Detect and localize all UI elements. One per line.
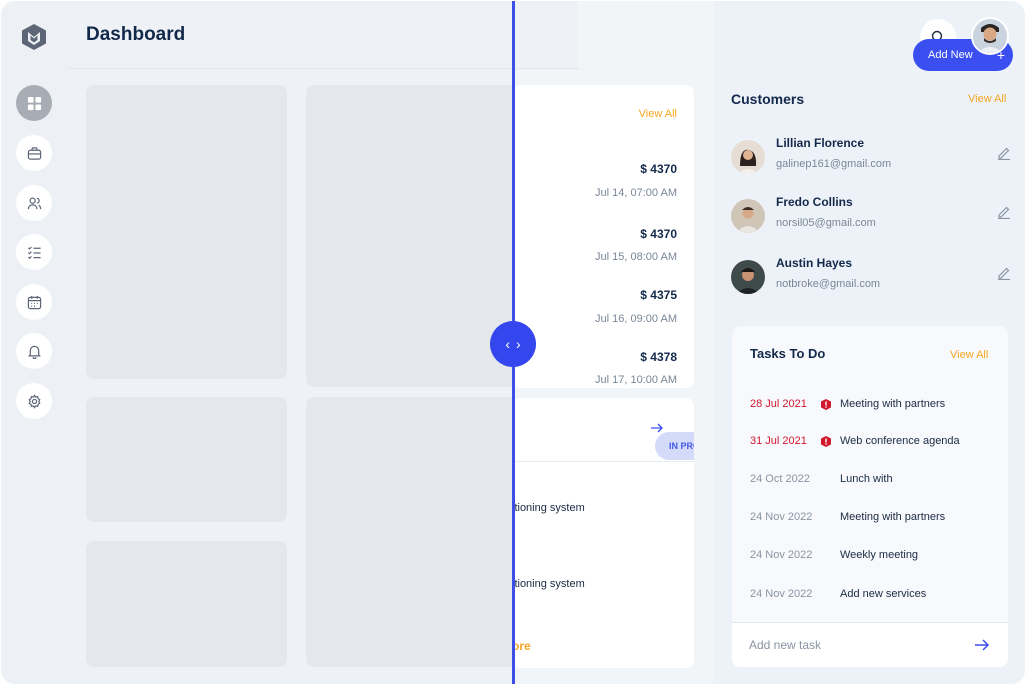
customer-item[interactable]: Lillian Florence galinep161@gmail.com: [731, 136, 1011, 180]
customer-item[interactable]: Austin Hayes notbroke@gmail.com: [731, 256, 1011, 300]
transaction-amount: $ 4378: [640, 350, 677, 364]
task-date: 24 Nov 2022: [750, 511, 813, 523]
transaction-date: Jul 16, 09:00 AM: [595, 313, 677, 325]
customer-name: Lillian Florence: [776, 136, 865, 150]
sidebar: [1, 1, 67, 684]
sidebar-item-users[interactable]: [16, 185, 52, 221]
arrow-right-icon[interactable]: [650, 423, 664, 433]
task-date: 24 Oct 2022: [750, 473, 810, 485]
edit-icon[interactable]: [997, 146, 1011, 160]
transaction-date: Jul 15, 08:00 AM: [595, 251, 677, 263]
edit-icon[interactable]: [997, 266, 1011, 280]
calendar-icon: [27, 295, 41, 309]
chevron-left-icon: ‹: [505, 336, 510, 352]
more-link[interactable]: ore: [512, 639, 531, 653]
project-item: itioning system: [512, 578, 585, 590]
revealed-content: View All $ 4370 Jul 14, 07:00 AM $ 4370 …: [512, 70, 714, 684]
task-item[interactable]: 28 Jul 2021 Meeting with partners: [750, 398, 1000, 416]
customer-avatar: [731, 140, 765, 174]
dashboard-icon: [27, 96, 41, 110]
task-text: Lunch with: [840, 473, 893, 485]
users-icon: [27, 197, 41, 209]
transaction-amount: $ 4370: [640, 162, 677, 176]
skeleton-card: [86, 85, 287, 379]
user-avatar[interactable]: [971, 17, 1009, 55]
task-text: Meeting with partners: [840, 398, 946, 410]
urgent-icon: [821, 399, 831, 410]
logo-icon[interactable]: [21, 23, 47, 51]
customer-item[interactable]: Fredo Collins norsil05@gmail.com: [731, 195, 1011, 239]
customer-avatar: [731, 260, 765, 294]
transactions-card: View All $ 4370 Jul 14, 07:00 AM $ 4370 …: [512, 85, 694, 388]
tasks-card: Tasks To Do View All 28 Jul 2021 Meeting…: [732, 326, 1008, 667]
project-item: itioning system: [512, 502, 585, 514]
compare-handle[interactable]: ‹ ›: [490, 321, 536, 367]
briefcase-icon: [27, 146, 41, 160]
customer-name: Fredo Collins: [776, 195, 853, 209]
customers-view-all-link[interactable]: View All: [968, 93, 1007, 105]
bell-icon: [27, 345, 41, 359]
customer-email: norsil05@gmail.com: [776, 217, 876, 229]
skeleton-card: [306, 85, 516, 387]
task-text: Weekly meeting: [840, 549, 919, 561]
transaction-date: Jul 14, 07:00 AM: [595, 187, 677, 199]
task-text: Meeting with partners: [840, 511, 946, 523]
task-date: 28 Jul 2021: [750, 398, 807, 410]
chevron-right-icon: ›: [516, 336, 521, 352]
sidebar-item-tasks[interactable]: [16, 234, 52, 270]
right-panel: Add New + Customers View All Lillian Flo…: [714, 1, 1025, 684]
skeleton-card: [86, 397, 287, 522]
page-title: Dashboard: [86, 24, 186, 45]
project-card: IN PRO itioning system itioning system o…: [512, 398, 694, 668]
task-date: 24 Nov 2022: [750, 549, 813, 561]
transaction-amount: $ 4375: [640, 288, 677, 302]
task-item[interactable]: 24 Nov 2022 Add new services: [750, 588, 1000, 606]
sidebar-item-settings[interactable]: [16, 383, 52, 419]
task-item[interactable]: 24 Oct 2022 Lunch with: [750, 473, 1000, 491]
task-item[interactable]: 24 Nov 2022 Meeting with partners: [750, 511, 1000, 529]
user-avatar-image: [973, 19, 1007, 53]
transaction-date: Jul 17, 10:00 AM: [595, 374, 677, 386]
tasks-view-all-link[interactable]: View All: [950, 349, 989, 361]
edit-icon[interactable]: [997, 205, 1011, 219]
divider: [512, 461, 694, 462]
customer-email: galinep161@gmail.com: [776, 158, 892, 170]
customer-name: Austin Hayes: [776, 256, 853, 270]
transactions-view-all-link[interactable]: View All: [638, 108, 677, 120]
plus-icon: +: [996, 47, 1005, 63]
sidebar-item-dashboard[interactable]: [16, 85, 52, 121]
sidebar-item-notifications[interactable]: [16, 333, 52, 369]
checklist-icon: [27, 246, 41, 259]
submit-arrow-icon[interactable]: [974, 638, 990, 652]
customer-avatar: [731, 199, 765, 233]
task-date: 31 Jul 2021: [750, 435, 807, 447]
add-new-label: Add New: [928, 49, 973, 61]
task-text: Add new services: [840, 588, 927, 600]
task-text: Web conference agenda: [840, 435, 960, 447]
top-header: Dashboard: [67, 1, 779, 69]
transaction-amount: $ 4370: [640, 227, 677, 241]
add-task-input[interactable]: [749, 635, 949, 655]
sidebar-item-briefcase[interactable]: [16, 135, 52, 171]
skeleton-card: [306, 397, 516, 667]
gear-icon: [27, 393, 41, 409]
skeleton-card: [86, 541, 287, 667]
sidebar-item-calendar[interactable]: [16, 284, 52, 320]
task-date: 24 Nov 2022: [750, 588, 813, 600]
task-item[interactable]: 24 Nov 2022 Weekly meeting: [750, 549, 1000, 567]
task-item[interactable]: 31 Jul 2021 Web conference agenda: [750, 435, 1000, 453]
status-badge: IN PRO: [655, 432, 694, 460]
urgent-icon: [821, 436, 831, 447]
customer-email: notbroke@gmail.com: [776, 278, 881, 290]
add-task-bar: [732, 622, 1008, 667]
customers-title: Customers: [731, 91, 805, 107]
tasks-title: Tasks To Do: [750, 346, 826, 361]
